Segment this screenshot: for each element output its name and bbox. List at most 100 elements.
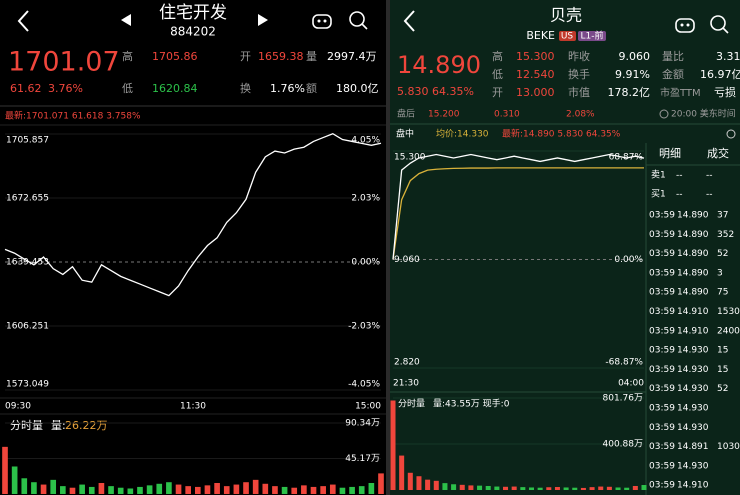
volume-bar <box>368 482 375 494</box>
volume-bar <box>233 484 240 494</box>
cell: 14.930 <box>677 346 709 356</box>
next-button[interactable] <box>258 14 268 26</box>
label: 低 <box>122 82 133 95</box>
avg-line <box>392 167 644 260</box>
cell: 买1 <box>651 189 666 200</box>
volume-bar <box>195 486 201 494</box>
pct-label: -4.05% <box>348 380 380 390</box>
change: 5.830 <box>397 85 429 98</box>
volume-bar <box>281 486 288 494</box>
volume-bar <box>563 487 569 490</box>
volume-bar <box>572 487 578 490</box>
price: 1701.07 <box>8 47 120 78</box>
after-change: 0.310 <box>494 110 520 120</box>
volume-bar <box>494 486 500 490</box>
volume-bar <box>468 485 474 490</box>
code: 884202 <box>170 25 216 39</box>
label: 量 <box>306 50 317 63</box>
badge-bg <box>578 31 606 41</box>
volume-bar <box>146 485 153 494</box>
divider <box>386 0 390 495</box>
time-label: 11:30 <box>180 402 206 412</box>
volume-bar <box>252 479 259 494</box>
cell: -- <box>706 190 713 200</box>
volume-bar <box>50 479 57 494</box>
volume-bar <box>310 486 317 494</box>
right-bg <box>390 0 740 495</box>
volume-bar <box>425 479 431 490</box>
code: BEKE <box>526 29 555 42</box>
price: 14.890 <box>397 51 481 79</box>
back-button[interactable] <box>17 10 29 32</box>
label: 换手 <box>568 67 590 81</box>
latest: 最新:14.890 5.830 64.35% <box>502 128 621 140</box>
value: 180.0亿 <box>336 82 379 95</box>
v-tick-label: 90.34万 <box>345 419 380 429</box>
volume-bar <box>301 485 307 494</box>
volume-bar <box>262 483 269 494</box>
cell: 03:59 <box>649 461 675 471</box>
prev-button[interactable] <box>121 14 131 26</box>
y-tick-label: 2.820 <box>394 358 420 368</box>
label: 低 <box>492 68 503 81</box>
volume-bar <box>117 487 124 494</box>
value: 1705.86 <box>152 50 198 63</box>
volume-bar <box>477 485 483 490</box>
cell: 2400 <box>717 326 740 336</box>
volume-bar <box>88 486 95 494</box>
volume-label: 分时量 <box>398 398 425 410</box>
pct-label: 0.00% <box>351 258 380 268</box>
session[interactable]: 盘中 <box>396 128 414 140</box>
cell: 14.930 <box>677 365 709 375</box>
volume-value: 26.22万 <box>65 419 108 432</box>
value: 16.97亿 <box>700 68 740 81</box>
volume-bar <box>416 476 422 490</box>
volume-bar <box>606 486 612 490</box>
volume-bar <box>511 486 517 490</box>
value: 13.000 <box>516 86 555 99</box>
settings-icon[interactable] <box>726 129 736 139</box>
cell: 352 <box>717 230 734 240</box>
title: 贝壳 <box>550 6 582 25</box>
price-line <box>392 153 645 260</box>
volume-bar <box>2 446 8 494</box>
value: 9.91% <box>615 68 650 81</box>
volume-bar <box>175 484 182 494</box>
volume-bar <box>243 482 249 494</box>
value: 3.31 <box>716 50 740 63</box>
volume-bar <box>214 482 220 494</box>
value: 12.540 <box>516 68 555 81</box>
tab[interactable]: 明细 <box>659 147 681 160</box>
price-line <box>4 133 382 297</box>
cell: 14.891 <box>677 442 709 452</box>
y-tick-label: 1573.049 <box>6 380 49 390</box>
volume-bar <box>40 484 47 494</box>
value: 9.060 <box>619 50 651 63</box>
left-bg <box>0 0 386 495</box>
volume-bar <box>108 486 114 494</box>
back-button[interactable] <box>403 10 415 32</box>
search-icon[interactable] <box>710 15 729 34</box>
cell: -- <box>706 171 713 181</box>
label: 开 <box>492 86 503 99</box>
cell: 14.890 <box>677 249 709 259</box>
v-tick-label: 801.76万 <box>603 394 644 404</box>
search-icon[interactable] <box>349 11 368 30</box>
volume-bar <box>358 486 365 494</box>
cell: 15 <box>717 346 728 356</box>
robot-icon[interactable] <box>675 18 695 33</box>
label: 市值 <box>568 85 590 99</box>
tab[interactable]: 成交 <box>707 146 729 160</box>
after-pct: 2.08% <box>566 110 595 120</box>
cell: 03:59 <box>649 384 675 394</box>
robot-icon[interactable] <box>312 14 332 29</box>
volume-bar <box>442 483 448 490</box>
volume-bar <box>399 455 405 490</box>
volume-value: 量:43.55万 现手:0 <box>433 398 510 410</box>
volume-bar <box>451 484 457 490</box>
cell: -- <box>676 190 683 200</box>
y-tick-label: 1672.655 <box>6 194 49 204</box>
y-tick-label: 9.060 <box>394 255 420 265</box>
after-price: 15.200 <box>428 110 460 120</box>
